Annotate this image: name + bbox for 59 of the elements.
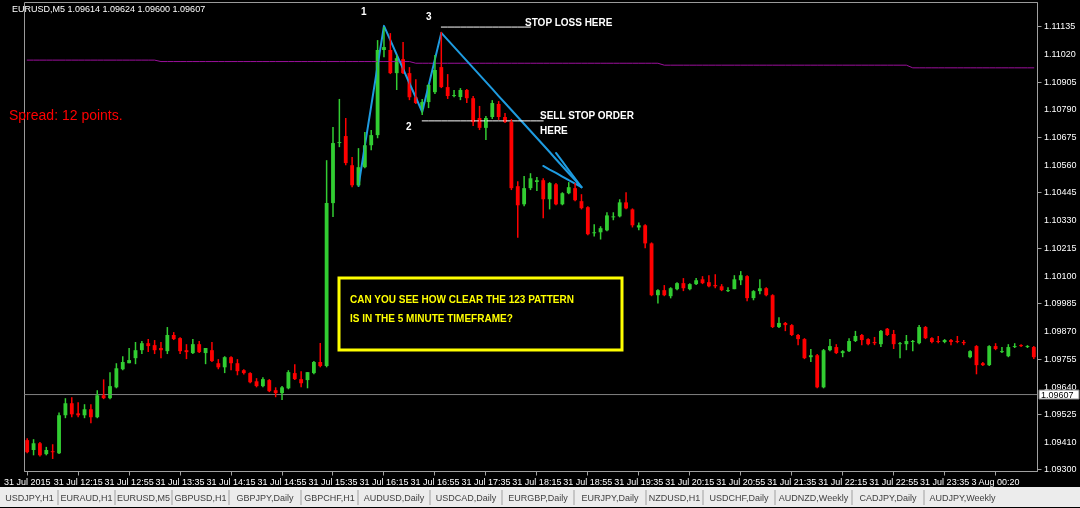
y-tick-label: 1.10905 <box>1044 76 1077 87</box>
y-tick-label: 1.09300 <box>1044 463 1077 474</box>
annotation: STOP LOSS HERE <box>525 17 613 28</box>
y-tick-label: 1.09525 <box>1044 409 1077 420</box>
y-tick-label: 1.10445 <box>1044 187 1077 198</box>
text: USDJPY,H1 <box>5 493 54 503</box>
text: AUDNZD,Weekly <box>778 493 849 503</box>
annotation: 3 <box>426 11 432 22</box>
x-tick-label: 31 Jul 14:55 <box>257 476 307 487</box>
text: EURUSD,M5 <box>116 493 171 503</box>
text: GBPJPY,Daily <box>236 493 294 503</box>
x-tick-label: 31 Jul 22:15 <box>818 476 868 487</box>
x-tick-label: 31 Jul 18:55 <box>563 476 613 487</box>
x-tick-label: 31 Jul 20:55 <box>716 476 766 487</box>
y-tick-label: 1.09985 <box>1044 298 1077 309</box>
x-tick-label: 31 Jul 12:15 <box>53 476 103 487</box>
annotation: 1 <box>361 6 367 17</box>
text: NZDUSD,H1 <box>648 493 701 503</box>
x-tick-label: 31 Jul 20:15 <box>665 476 715 487</box>
y-tick-label: 1.09640 <box>1044 381 1077 392</box>
x-tick-label: 31 Jul 21:35 <box>767 476 817 487</box>
y-tick-label: 1.11135 <box>1044 21 1076 32</box>
y-tick-label: 1.10215 <box>1044 242 1077 253</box>
y-tick-label: 1.09410 <box>1044 437 1077 448</box>
text: GBPUSD,H1 <box>174 493 227 503</box>
x-tick-label: 31 Jul 2015 <box>3 476 51 487</box>
x-tick-label: 31 Jul 18:15 <box>512 476 562 487</box>
text: AUDUSD,Daily <box>363 493 425 503</box>
text: USDCAD,Daily <box>435 493 497 503</box>
text: EURGBP,Daily <box>508 493 569 503</box>
ref-line-label: 1.09607 <box>1041 389 1074 400</box>
annotation: CAN YOU SEE HOW CLEAR THE 123 PATTERN IS IN THE 5 MINUTE TIMEFRAME? <box>350 294 574 324</box>
x-tick-label: 31 Jul 23:35 <box>920 476 970 487</box>
x-tick-label: 31 Jul 15:35 <box>308 476 358 487</box>
x-tick-label: 31 Jul 13:35 <box>155 476 205 487</box>
y-tick-label: 1.10100 <box>1044 270 1077 281</box>
annotation: SELL STOP ORDER HERE <box>540 110 635 136</box>
y-tick-label: 1.09755 <box>1044 353 1077 364</box>
text: USDCHF,Daily <box>709 493 769 503</box>
y-tick-label: 1.10675 <box>1044 132 1077 143</box>
x-tick-label: 31 Jul 16:15 <box>359 476 409 487</box>
annotation: 2 <box>406 121 412 132</box>
x-tick-label: 31 Jul 22:55 <box>869 476 919 487</box>
y-tick-label: 1.10330 <box>1044 215 1077 226</box>
text: CADJPY,Daily <box>859 493 917 503</box>
x-tick-label: 31 Jul 14:15 <box>206 476 256 487</box>
text: EURAUD,H1 <box>60 493 113 503</box>
x-tick-label: 31 Jul 16:55 <box>410 476 460 487</box>
x-tick-label: 31 Jul 12:55 <box>104 476 154 487</box>
x-tick-label: 31 Jul 17:35 <box>461 476 511 487</box>
text: GBPCHF,H1 <box>304 493 355 503</box>
x-tick-label: 3 Aug 00:20 <box>971 476 1020 487</box>
y-tick-label: 1.10790 <box>1044 104 1077 115</box>
y-tick-label: 1.11020 <box>1044 48 1076 59</box>
text: AUDJPY,Weekly <box>929 493 997 503</box>
y-tick-label: 1.09870 <box>1044 326 1077 337</box>
x-tick-label: 31 Jul 19:35 <box>614 476 664 487</box>
y-tick-label: 1.10560 <box>1044 159 1077 170</box>
text: EURJPY,Daily <box>581 493 639 503</box>
